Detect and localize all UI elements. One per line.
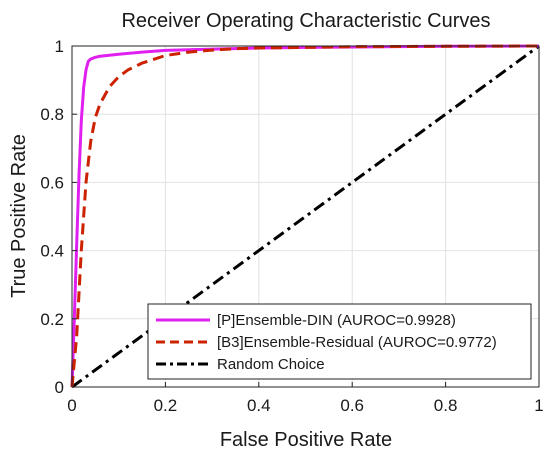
legend-label-1: [B3]Ensemble-Residual (AUROC=0.9772) <box>217 334 497 351</box>
chart-title: Receiver Operating Characteristic Curves <box>121 10 490 32</box>
legend-label-2: Random Choice <box>217 356 325 373</box>
legend: [P]Ensemble-DIN (AUROC=0.9928) [B3]Ensemb… <box>147 303 532 380</box>
x-tick-label: 0.6 <box>340 396 364 415</box>
legend-box <box>147 303 532 380</box>
axis-ticks: 0 0.2 0.4 0.6 0.8 1 0 0.2 0.4 0.6 0.8 1 <box>40 37 543 415</box>
x-tick-label: 0.2 <box>154 396 178 415</box>
plot-lines <box>70 44 540 389</box>
legend-items: [P]Ensemble-DIN (AUROC=0.9928) [B3]Ensemb… <box>156 312 497 373</box>
y-tick-label: 1 <box>55 37 64 56</box>
x-axis-label: False Positive Rate <box>220 429 392 451</box>
y-tick-label: 0.8 <box>40 105 64 124</box>
x-tick-label: 0.8 <box>434 396 458 415</box>
x-tick-label: 0 <box>67 396 76 415</box>
x-tick-label: 0.4 <box>247 396 271 415</box>
series-line-1 <box>70 44 540 388</box>
y-tick-label: 0 <box>55 378 64 397</box>
y-axis-label: True Positive Rate <box>8 134 30 298</box>
y-tick-label: 0.6 <box>40 173 64 192</box>
series-line-2 <box>71 44 540 389</box>
legend-label-0: [P]Ensemble-DIN (AUROC=0.9928) <box>217 312 456 329</box>
y-tick-label: 0.4 <box>40 242 64 261</box>
plot-frame <box>71 45 540 388</box>
y-tick-label: 0.2 <box>40 310 64 329</box>
x-tick-label: 1 <box>534 396 543 415</box>
